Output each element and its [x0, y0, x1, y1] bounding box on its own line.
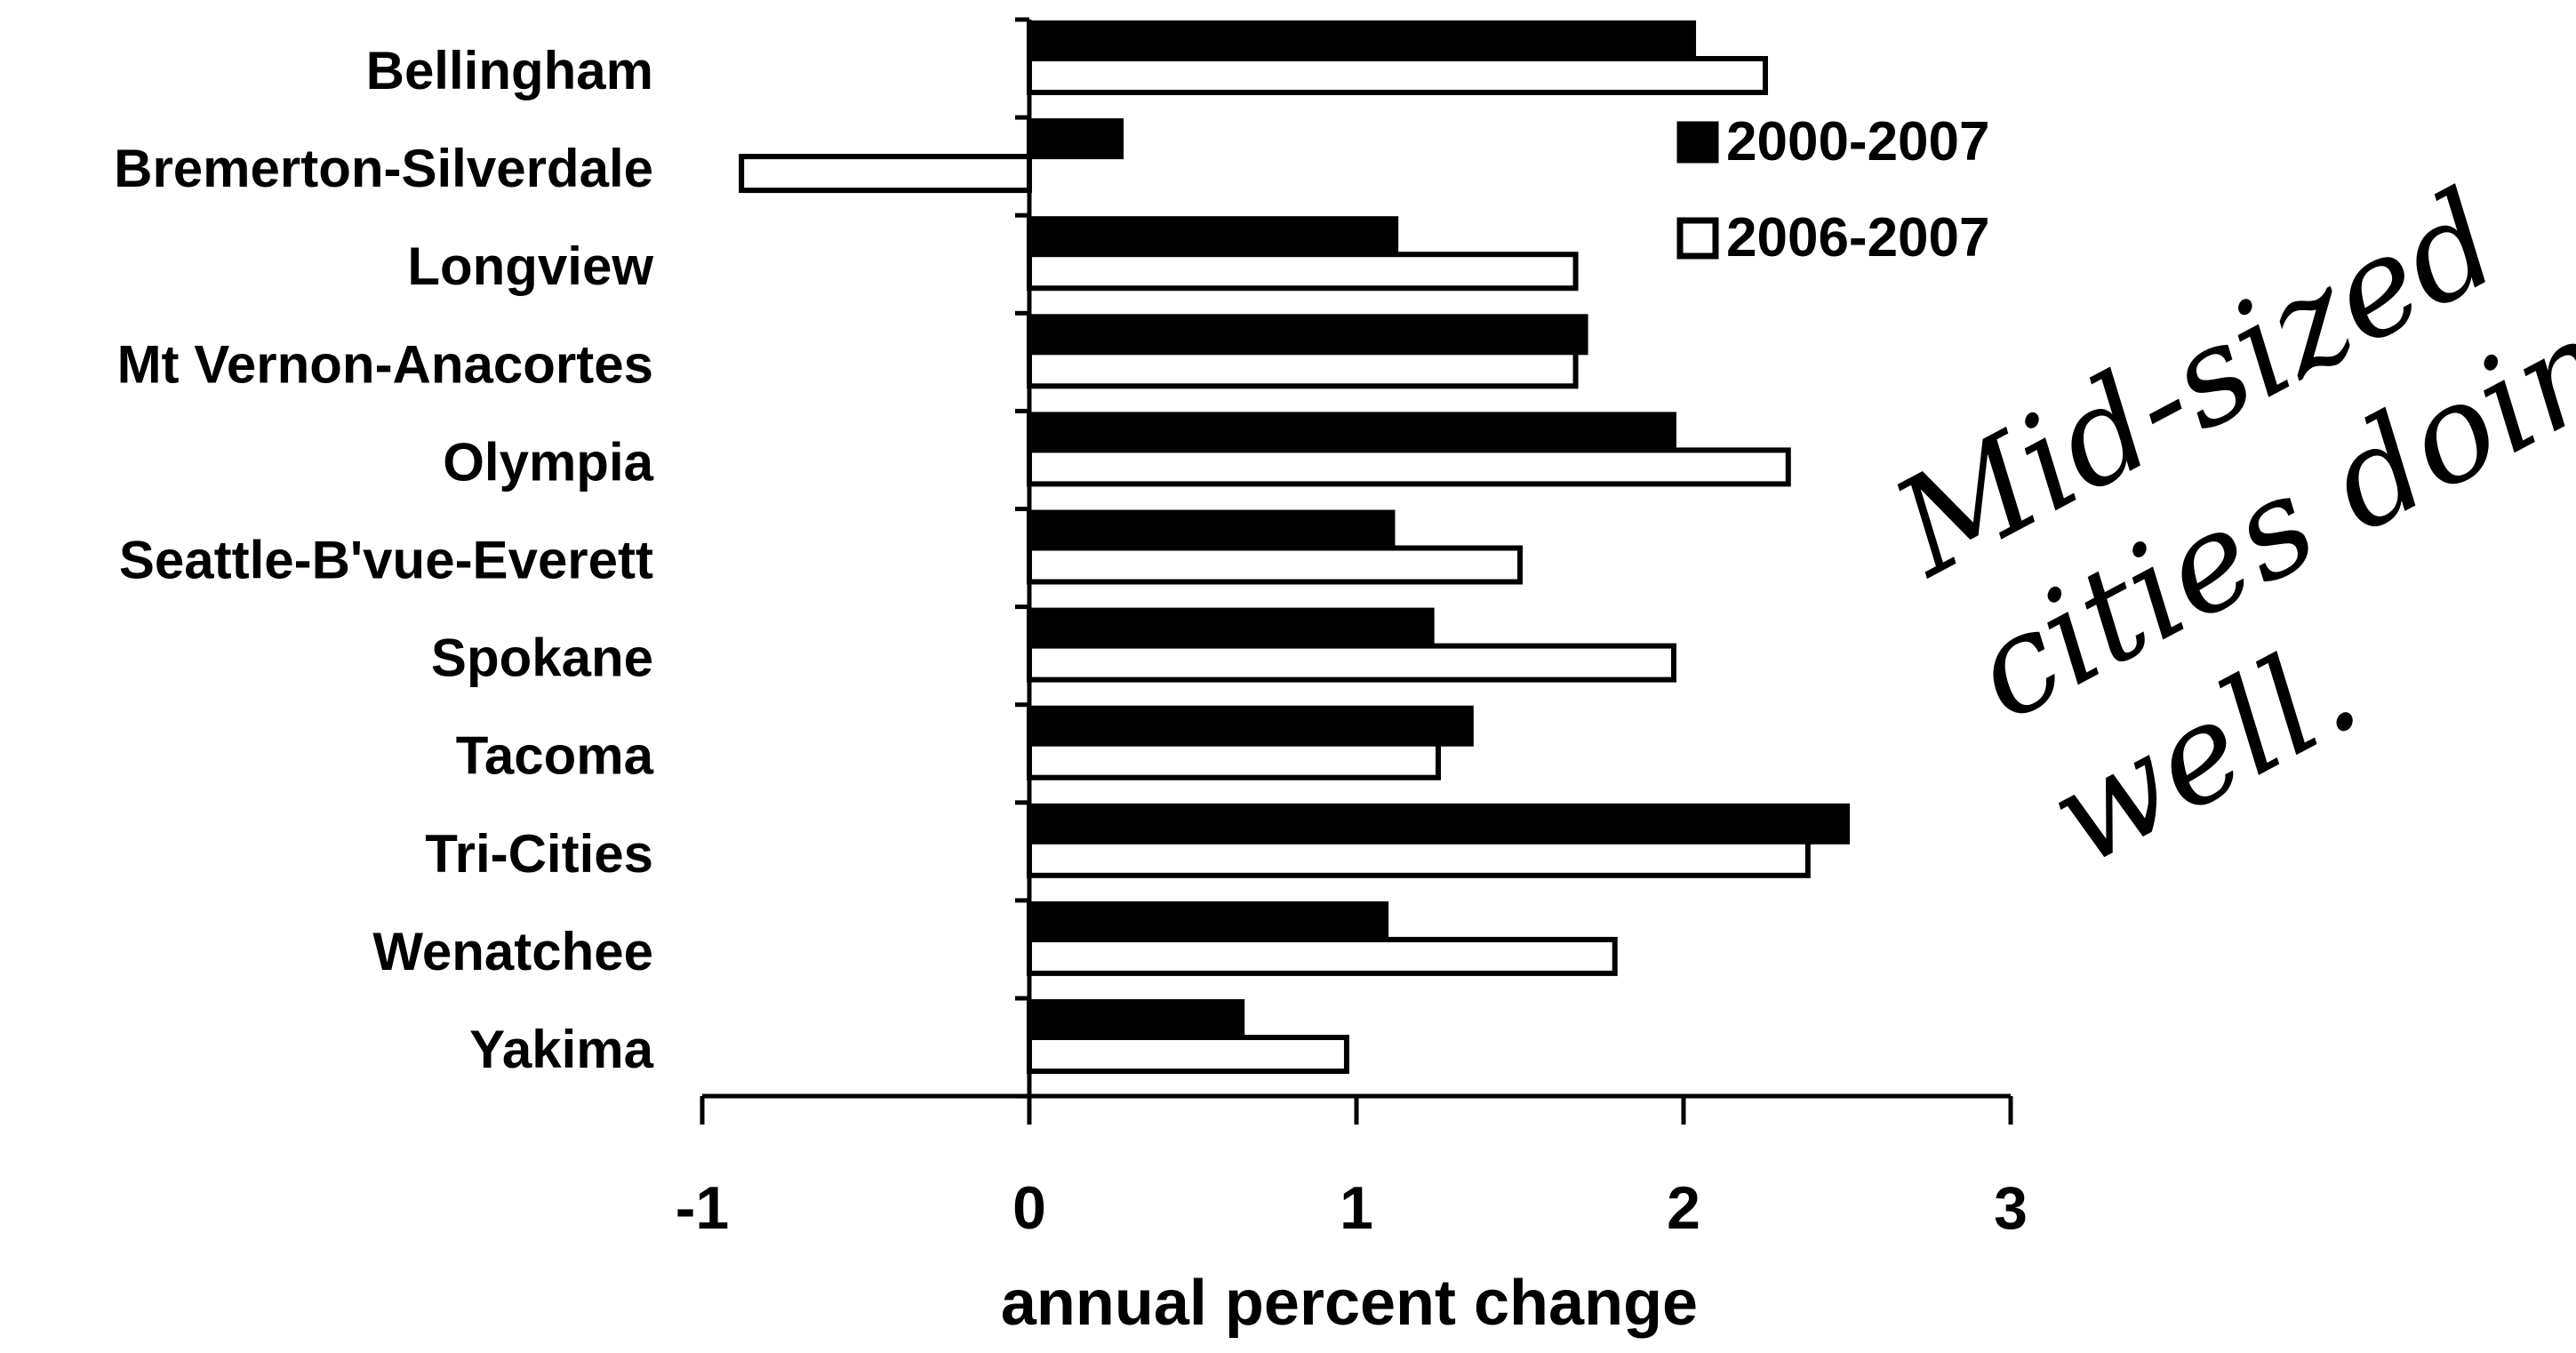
x-tick-label: 1	[1340, 1174, 1373, 1242]
bar-series-1	[1027, 901, 1389, 942]
bars	[739, 20, 1850, 1074]
category-label: Bellingham	[366, 41, 653, 100]
bar-series-2	[1027, 349, 1579, 389]
x-tick-label: -1	[676, 1174, 729, 1242]
category-label: Seattle-B'vue-Everett	[119, 531, 653, 590]
legend: 2000-2007 2006-2007	[1676, 111, 1990, 268]
x-axis-title: annual percent change	[1001, 1268, 1698, 1339]
category-label: Tacoma	[456, 726, 654, 786]
x-tick-label: 2	[1667, 1174, 1700, 1242]
bar-series-2	[1027, 447, 1791, 487]
bar-series-2	[1027, 252, 1579, 292]
bar-series-1	[1027, 607, 1435, 649]
category-label: Olympia	[443, 432, 653, 492]
bar-series-1	[1027, 118, 1124, 160]
category-label: Yakima	[469, 1020, 653, 1079]
bar-series-2	[1027, 545, 1523, 585]
bar-series-1	[1027, 803, 1850, 845]
bar-series-2	[1027, 643, 1676, 683]
category-label: Spokane	[431, 628, 653, 688]
bar-series-1	[1027, 314, 1588, 356]
bar-series-1	[1027, 412, 1676, 453]
bar-series-2	[739, 154, 1032, 194]
bar-series-1	[1027, 216, 1399, 258]
bar-series-2	[1027, 1035, 1349, 1074]
category-label: Wenatchee	[372, 922, 653, 981]
legend-swatch	[1676, 217, 1719, 260]
bar-series-1	[1027, 509, 1396, 551]
x-tick-label: 0	[1012, 1174, 1046, 1242]
bar-series-2	[1027, 936, 1618, 976]
category-label: Longview	[407, 236, 653, 296]
bar-series-1	[1027, 999, 1245, 1040]
legend-label: 2000-2007	[1726, 111, 1990, 172]
legend-swatch	[1676, 121, 1719, 164]
bar-series-1	[1027, 705, 1474, 747]
x-tick-labels: -1 0 1 2 3	[676, 1174, 2028, 1242]
bar-series-1	[1027, 20, 1697, 61]
category-label: Bremerton-Silverdale	[114, 139, 653, 198]
category-label: Tri-Cities	[425, 824, 653, 884]
bar-series-2	[1027, 741, 1441, 781]
category-label: Mt Vernon-Anacortes	[117, 334, 653, 394]
category-labels: Bellingham Bremerton-Silverdale Longview Mt…	[114, 41, 654, 1079]
bar-series-2	[1027, 838, 1811, 878]
legend-label: 2006-2007	[1726, 207, 1990, 268]
x-tick-label: 3	[1994, 1174, 2028, 1242]
bar-series-2	[1027, 56, 1768, 95]
